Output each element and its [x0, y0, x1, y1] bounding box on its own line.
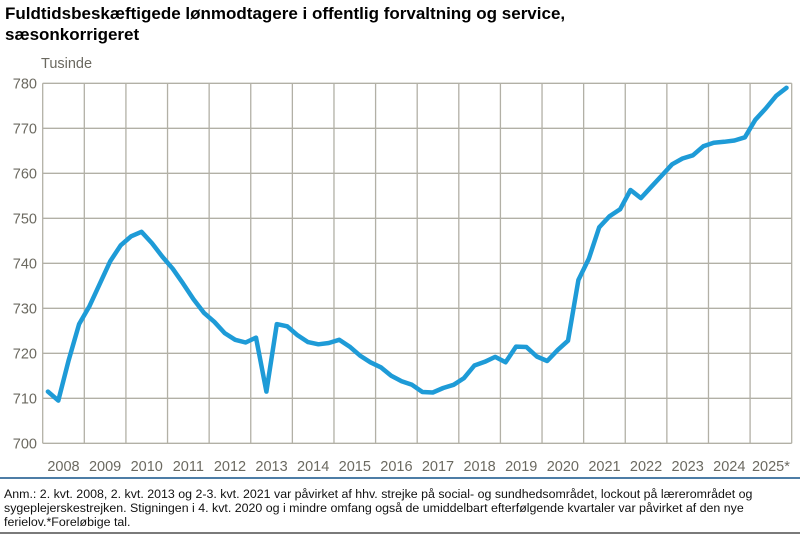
employment-chart: 780 770 760 750 740 730 720 710 700 2008 2009 2010…	[13, 56, 793, 475]
svg-text:700: 700	[13, 436, 37, 452]
x-axis-tick-labels: 2008 2009 2010 2011 2012 2013 2014 2015 2016 2017…	[47, 459, 790, 475]
separator-line	[0, 477, 800, 479]
bottom-rule	[0, 532, 800, 534]
svg-text:760: 760	[13, 166, 37, 182]
footnote: Anm.: 2. kvt. 2008, 2. kvt. 2013 og 2-3.…	[4, 487, 753, 530]
svg-text:2020: 2020	[547, 459, 579, 475]
svg-text:2019: 2019	[505, 459, 537, 475]
svg-text:2008: 2008	[47, 459, 79, 475]
chart-title: Fuldtidsbeskæftigede lønmodtagere i offe…	[5, 4, 566, 44]
svg-text:2015: 2015	[339, 459, 371, 475]
svg-text:740: 740	[13, 256, 37, 272]
svg-text:2014: 2014	[297, 459, 329, 475]
svg-text:2023: 2023	[672, 459, 704, 475]
svg-text:710: 710	[13, 391, 37, 407]
svg-text:2025*: 2025*	[752, 459, 790, 475]
data-line	[45, 85, 789, 403]
svg-text:2010: 2010	[131, 459, 163, 475]
svg-text:2009: 2009	[89, 459, 121, 475]
svg-text:2012: 2012	[214, 459, 246, 475]
svg-text:770: 770	[13, 121, 37, 137]
svg-text:730: 730	[13, 301, 37, 317]
y-axis-tick-labels: 780 770 760 750 740 730 720 710 700	[13, 76, 37, 452]
svg-text:2024: 2024	[713, 459, 745, 475]
svg-text:750: 750	[13, 211, 37, 227]
svg-text:780: 780	[13, 76, 37, 92]
svg-text:2018: 2018	[463, 459, 495, 475]
svg-text:2016: 2016	[380, 459, 412, 475]
svg-text:2013: 2013	[255, 459, 287, 475]
svg-text:2011: 2011	[173, 459, 204, 475]
y-axis-title: Tusinde	[41, 56, 92, 72]
svg-text:2022: 2022	[630, 459, 662, 475]
svg-text:Tusinde: Tusinde	[41, 56, 92, 72]
svg-text:720: 720	[13, 346, 37, 362]
svg-text:2021: 2021	[588, 459, 620, 475]
grid-lines	[42, 82, 793, 444]
svg-text:2017: 2017	[422, 459, 454, 475]
